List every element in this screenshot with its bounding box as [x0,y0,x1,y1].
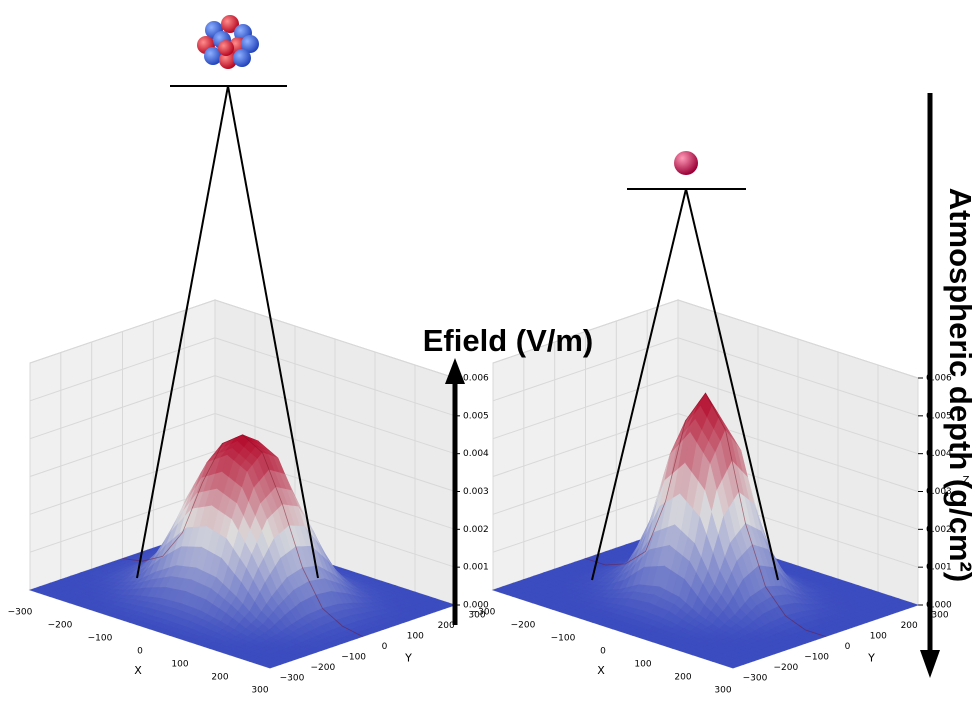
grid-line [29,299,456,379]
y-tick-label: −100 [341,653,366,663]
y-tick-label: 200 [438,621,455,631]
z-tick-label: 0.002 [463,525,489,535]
grid-line [492,375,919,455]
surface-plot: −300−200−1000100200300−300−200−100010020… [471,299,970,696]
z-tick-label: 0.004 [463,449,489,459]
z-tick-label: 0.006 [926,374,952,384]
grid-line [29,337,456,417]
x-tick-label: −200 [511,621,536,631]
nucleus-icon [197,15,259,69]
overlay: Efield (V/m) Atmospheric depth (g/cm²) [136,15,977,678]
y-tick-label: −100 [804,653,829,663]
x-tick-label: 300 [714,686,731,696]
y-tick-label: −200 [773,663,798,673]
y-tick-label: 300 [468,611,485,621]
z-tick-label: 0.003 [463,487,489,497]
central-profile [122,434,363,637]
x-tick-label: −300 [471,608,496,618]
grid-line [29,375,456,455]
x-axis-label: X [597,664,605,677]
y-tick-label: −300 [280,674,305,684]
y-axis-label: Y [867,652,875,665]
grid-line [492,412,919,492]
z-tick-label: 0.002 [926,525,952,535]
x-tick-label: 0 [600,647,606,657]
x-tick-label: 100 [634,660,651,670]
grid-line [492,299,919,379]
x-tick-label: 200 [674,673,691,683]
surface-shading [262,663,277,669]
x-tick-label: 300 [251,686,268,696]
central-profile [585,392,826,637]
grid-line [29,450,456,530]
x-tick-label: −200 [48,621,73,631]
depth-label: Atmospheric depth (g/cm²) [943,188,977,582]
y-tick-label: 100 [407,632,424,642]
x-tick-label: −100 [88,634,113,644]
x-tick-label: 200 [211,673,228,683]
depth-arrow [920,93,940,678]
y-tick-label: 100 [870,632,887,642]
z-tick-label: 0.000 [463,601,489,611]
grid-line [492,337,919,417]
surface [29,434,456,669]
efield-label: Efield (V/m) [423,323,594,358]
surface-shading [725,663,740,669]
surface-plot: −300−200−1000100200300−300−200−100010020… [8,299,507,696]
y-axis-label: Y [404,652,412,665]
z-axis-label: Z [963,475,970,486]
z-tick-label: 0.001 [463,563,489,573]
x-axis-label: X [134,664,142,677]
grid-line [29,412,456,492]
z-tick-label: 0.001 [926,563,952,573]
z-tick-label: 0.005 [926,411,952,421]
shower-cones [136,85,779,581]
z-tick-label: 0.005 [463,411,489,421]
z-tick-label: 0.004 [926,449,952,459]
plots: −300−200−1000100200300−300−200−100010020… [8,299,970,696]
z-tick-label: 0.006 [463,374,489,384]
z-tick-label: 0.003 [926,487,952,497]
x-tick-label: 100 [171,660,188,670]
z-tick-label: 0.000 [926,601,952,611]
y-tick-label: 300 [931,611,948,621]
y-tick-label: −200 [310,663,335,673]
y-tick-label: −300 [743,674,768,684]
proton-icon [674,151,698,175]
x-tick-label: 0 [137,647,143,657]
y-tick-label: 0 [382,642,388,652]
x-tick-label: −100 [551,634,576,644]
x-tick-label: −300 [8,608,33,618]
y-tick-label: 0 [845,642,851,652]
y-tick-label: 200 [901,621,918,631]
efield-arrow [445,358,465,625]
